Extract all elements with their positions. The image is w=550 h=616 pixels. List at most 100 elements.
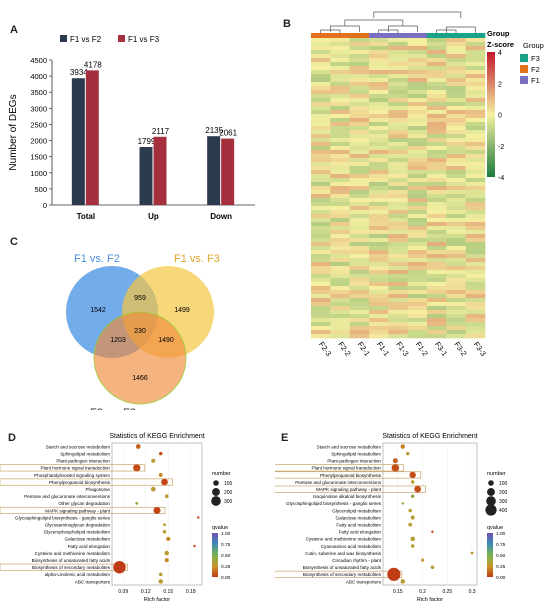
heatmap-cell — [446, 214, 466, 219]
heatmap-cell — [427, 70, 447, 75]
heatmap-cell — [427, 266, 447, 271]
dendrogram-branch — [373, 11, 462, 18]
heatmap-cell — [427, 106, 447, 111]
heatmap-cell — [330, 146, 350, 151]
column-label: F1-3 — [394, 340, 410, 358]
x-tick-label: 0.3 — [469, 589, 476, 595]
heatmap-cell — [427, 182, 447, 187]
heatmap-cell — [388, 150, 408, 155]
heatmap-cell — [311, 326, 331, 331]
heatmap-cell — [330, 190, 350, 195]
heatmap-cell — [349, 222, 370, 227]
y-axis-label: Number of DEGs — [8, 94, 19, 170]
heatmap-cell — [311, 222, 331, 227]
heatmap-cell — [369, 190, 389, 195]
heatmap-cell — [311, 294, 331, 299]
venn-region-count: 1490 — [158, 337, 174, 344]
heatmap-cell — [446, 222, 466, 227]
heatmap-cell — [407, 290, 428, 295]
color-legend-label: 0.50 — [221, 553, 231, 559]
heatmap-cell — [465, 194, 486, 199]
heatmap-cell — [311, 78, 331, 83]
heatmap-cell — [388, 42, 408, 47]
heatmap-cell — [427, 74, 447, 79]
heatmap-cell — [330, 314, 350, 319]
heatmap-cell — [349, 50, 370, 55]
heatmap-cell — [330, 330, 350, 335]
heatmap-cell — [330, 130, 350, 135]
heatmap-cell — [311, 182, 331, 187]
data-point — [392, 458, 398, 464]
highlight-box — [0, 478, 173, 486]
heatmap-cell — [311, 118, 331, 123]
heatmap-cell — [311, 154, 331, 159]
term-label: Pentose and glucuronate interconversions — [24, 494, 111, 499]
term-label: alpha-Linolenic acid metabolism — [45, 572, 111, 577]
heatmap-cell — [427, 250, 447, 255]
heatmap-cell — [427, 50, 447, 55]
heatmap-cell — [465, 322, 486, 327]
heatmap-cell — [407, 82, 428, 87]
heatmap-cell — [407, 286, 428, 291]
heatmap-cell — [388, 142, 408, 147]
heatmap-cell — [407, 62, 428, 67]
heatmap-cell — [427, 206, 447, 211]
color-legend-label: 0.00 — [221, 575, 231, 581]
heatmap-cell — [311, 298, 331, 303]
heatmap-cell — [349, 102, 370, 107]
heatmap-cell — [369, 254, 389, 259]
heatmap-cell — [407, 242, 428, 247]
heatmap-cell — [311, 230, 331, 235]
heatmap-cell — [446, 166, 466, 171]
heatmap-cell — [407, 210, 428, 215]
size-legend-dot — [211, 496, 221, 506]
heatmap-cell — [388, 74, 408, 79]
heatmap-cell — [311, 262, 331, 267]
term-label: Cysteine and methionine metabolism — [306, 537, 381, 542]
heatmap-cell — [388, 306, 408, 311]
heatmap-cell — [349, 74, 370, 79]
heatmap-cell — [465, 62, 486, 67]
panel-label-b: B — [283, 18, 291, 30]
heatmap-cell — [446, 98, 466, 103]
heatmap-cell — [446, 78, 466, 83]
heatmap-cell — [330, 110, 350, 115]
heatmap-cell — [349, 254, 370, 259]
heatmap-cell — [388, 202, 408, 207]
color-legend-bar — [212, 533, 218, 577]
heatmap-cell — [465, 114, 486, 119]
heatmap-cell — [446, 142, 466, 147]
heatmap-cell — [427, 134, 447, 139]
panel-label-e: E — [281, 432, 289, 444]
x-tick-label: Total — [77, 212, 96, 221]
heatmap-cell — [465, 318, 486, 323]
heatmap-cell — [330, 282, 350, 287]
heatmap-cell — [446, 114, 466, 119]
heatmap-cell — [388, 190, 408, 195]
column-label: F3-2 — [452, 340, 468, 358]
heatmap-cell — [407, 222, 428, 227]
data-point — [164, 550, 170, 556]
heatmap-cell — [330, 70, 350, 75]
heatmap-cell — [446, 162, 466, 167]
heatmap-cell — [349, 70, 370, 75]
scale-tick-label: 0 — [498, 113, 502, 120]
heatmap-cell — [330, 302, 350, 307]
heatmap-cell — [465, 274, 486, 279]
bar-total-1 — [71, 78, 85, 205]
heatmap-cell — [465, 330, 486, 335]
heatmap-cell — [407, 130, 428, 135]
heatmap-cell — [407, 214, 428, 219]
heatmap-cell — [369, 274, 389, 279]
heatmap-cell — [388, 146, 408, 151]
data-point — [158, 473, 163, 477]
heatmap-cell — [407, 78, 428, 83]
heatmap-cell — [369, 146, 389, 151]
heatmap-cell — [407, 294, 428, 299]
term-label: Galactose metabolism — [65, 537, 111, 542]
group-legend-label: F3 — [531, 54, 540, 63]
heatmap-cell — [465, 178, 486, 183]
heatmap-cell — [311, 190, 331, 195]
heatmap-cell — [407, 66, 428, 71]
heatmap-cell — [369, 194, 389, 199]
